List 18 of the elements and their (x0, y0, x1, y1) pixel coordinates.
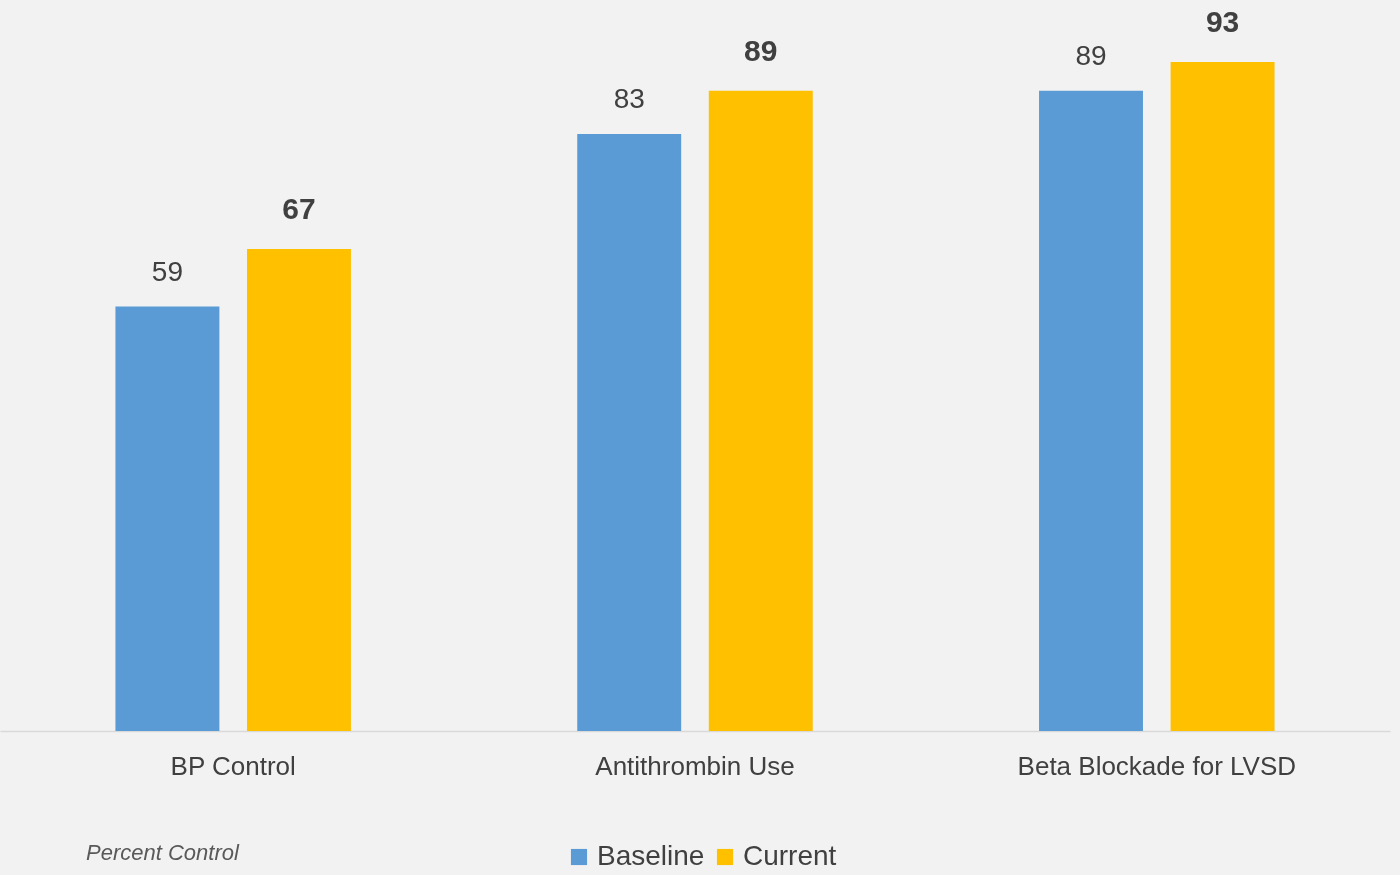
bar (115, 306, 220, 731)
data-label: 93 (1205, 5, 1240, 38)
x-tick-label: Beta Blockade for LVSD (1017, 750, 1297, 781)
bar (708, 90, 813, 731)
data-label: 67 (282, 192, 316, 226)
x-tick-label: BP Control (170, 750, 296, 781)
data-label: 59 (151, 255, 183, 287)
legend-label: Current (743, 840, 837, 871)
x-tick-label: Antithrombin Use (595, 750, 795, 781)
data-label: 89 (1075, 39, 1107, 71)
bar (247, 249, 351, 731)
bar (577, 133, 682, 731)
text: Percent Control (86, 840, 240, 865)
bar (1039, 90, 1143, 731)
bar (1170, 62, 1275, 731)
data-label: 89 (744, 33, 778, 67)
data-label: 83 (613, 82, 645, 114)
legend-label: Baseline (597, 840, 705, 871)
